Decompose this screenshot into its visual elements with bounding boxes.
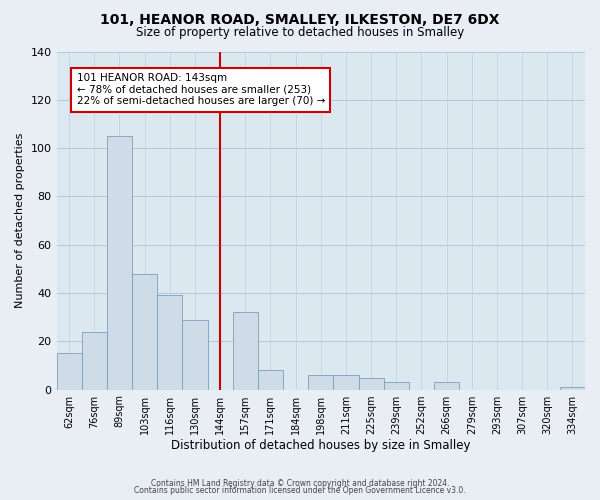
- Bar: [359, 378, 383, 390]
- Text: Contains public sector information licensed under the Open Government Licence v3: Contains public sector information licen…: [134, 486, 466, 495]
- Bar: [107, 136, 132, 390]
- Text: Size of property relative to detached houses in Smalley: Size of property relative to detached ho…: [136, 26, 464, 39]
- Bar: [157, 296, 182, 390]
- Bar: [233, 312, 258, 390]
- Bar: [434, 382, 459, 390]
- Text: 101 HEANOR ROAD: 143sqm
← 78% of detached houses are smaller (253)
22% of semi-d: 101 HEANOR ROAD: 143sqm ← 78% of detache…: [77, 73, 325, 106]
- Bar: [258, 370, 283, 390]
- X-axis label: Distribution of detached houses by size in Smalley: Distribution of detached houses by size …: [171, 440, 470, 452]
- Y-axis label: Number of detached properties: Number of detached properties: [15, 133, 25, 308]
- Text: 101, HEANOR ROAD, SMALLEY, ILKESTON, DE7 6DX: 101, HEANOR ROAD, SMALLEY, ILKESTON, DE7…: [100, 12, 500, 26]
- Bar: [560, 387, 585, 390]
- Bar: [132, 274, 157, 390]
- Bar: [56, 354, 82, 390]
- Bar: [383, 382, 409, 390]
- Bar: [334, 375, 359, 390]
- Text: Contains HM Land Registry data © Crown copyright and database right 2024.: Contains HM Land Registry data © Crown c…: [151, 478, 449, 488]
- Bar: [182, 320, 208, 390]
- Bar: [308, 375, 334, 390]
- Bar: [82, 332, 107, 390]
